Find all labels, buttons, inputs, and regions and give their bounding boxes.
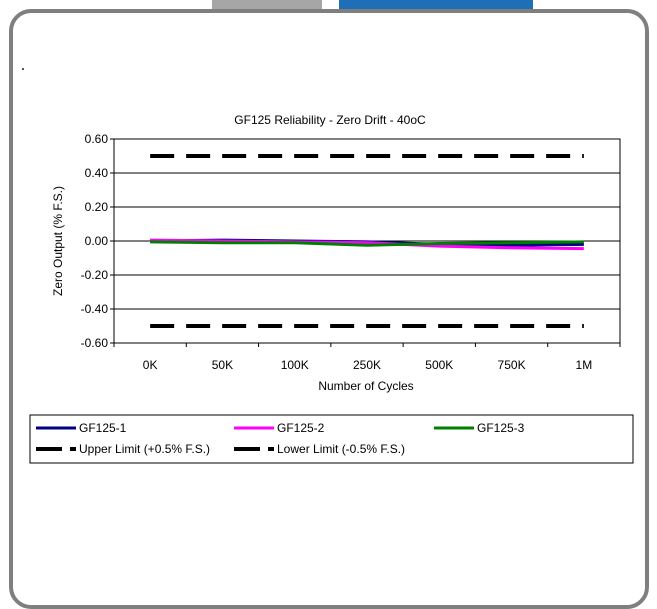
y-axis-label: Zero Output (% F.S.) — [51, 186, 65, 296]
y-tick-label: 0.60 — [85, 132, 109, 146]
tick-labels: 0.60 0.40 0.20 0.00 -0.20 -0.40 -0.60 0K 50K 100K… — [81, 132, 593, 372]
x-tick-label: 250K — [353, 358, 381, 372]
header-tab-blue — [339, 0, 533, 10]
y-tick-label: -0.60 — [81, 336, 109, 350]
x-tick-label: 0K — [143, 358, 158, 372]
y-tick-label: -0.40 — [81, 302, 109, 316]
x-tick-label: 750K — [498, 358, 526, 372]
x-axis-label: Number of Cycles — [318, 379, 413, 393]
series-lines — [150, 154, 584, 328]
legend-label: Upper Limit (+0.5% F.S.) — [79, 442, 210, 456]
x-tick-label: 500K — [425, 358, 453, 372]
series-line-3 — [150, 240, 584, 247]
y-tick-label: 0.20 — [85, 200, 109, 214]
header-tab-gray — [212, 0, 322, 10]
legend: GF125-1 GF125-2 GF125-3 Upper Limit (+0.5% … — [29, 414, 634, 464]
legend-label: GF125-1 — [79, 421, 127, 435]
legend-label: GF125-3 — [477, 421, 525, 435]
y-tick-label: 0.00 — [85, 234, 109, 248]
legend-label: Lower Limit (-0.5% F.S.) — [277, 442, 405, 456]
axes — [110, 138, 621, 347]
y-tick-label: 0.40 — [85, 166, 109, 180]
legend-label: GF125-2 — [277, 421, 325, 435]
stray-dot — [22, 68, 24, 70]
chart-title: GF125 Reliability - Zero Drift - 40oC — [234, 113, 426, 127]
x-tick-label: 1M — [576, 358, 593, 372]
x-tick-label: 100K — [281, 358, 309, 372]
zero-drift-chart: GF125 Reliability - Zero Drift - 40oC Ze… — [29, 113, 634, 464]
legend-box — [29, 414, 634, 464]
series-line-2 — [150, 238, 584, 251]
y-tick-label: -0.20 — [81, 268, 109, 282]
x-tick-label: 50K — [212, 358, 233, 372]
